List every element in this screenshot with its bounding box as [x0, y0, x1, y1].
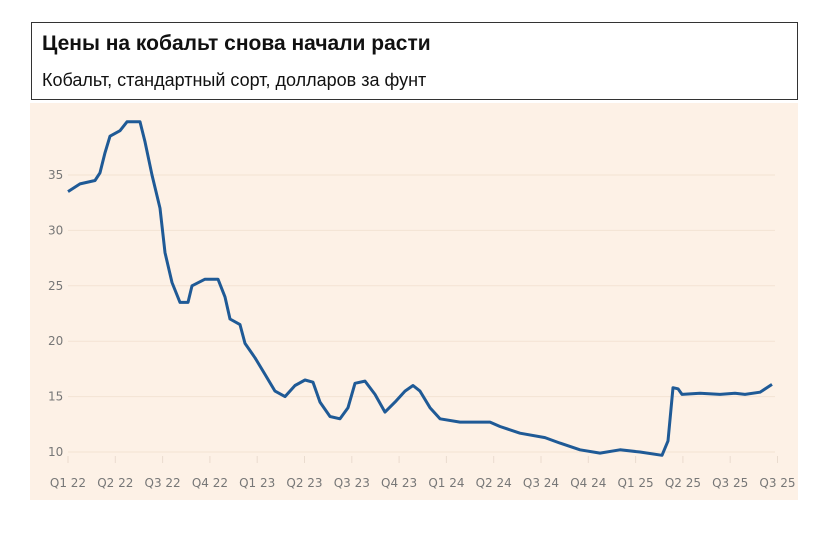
chart-subtitle: Кобальт, стандартный сорт, долларов за ф… — [42, 70, 427, 90]
y-tick-label: 15 — [48, 390, 63, 404]
x-tick-label: Q1 22 — [50, 476, 86, 490]
y-tick-label: 10 — [48, 445, 63, 459]
series-line — [67, 120, 773, 457]
y-tick-label: 20 — [48, 334, 63, 348]
y-axis: 10 15 20 25 30 35 — [48, 168, 63, 459]
x-tick-label: Q3 25 — [712, 476, 748, 490]
y-tick-label: 35 — [48, 168, 63, 182]
x-tick-label: Q1 25 — [618, 476, 654, 490]
x-tick-label: Q4 23 — [381, 476, 417, 490]
x-tick-label: Q2 22 — [97, 476, 133, 490]
plot-background — [30, 103, 798, 500]
x-tick-label: Q3 23 — [334, 476, 370, 490]
chart-header: Цены на кобальт снова начали расти Кобал… — [31, 22, 798, 100]
line-chart: 10 15 20 25 30 35 Q1 22 Q2 22 Q3 22 Q4 22 Q1 23 Q2… — [30, 103, 798, 500]
x-axis: Q1 22 Q2 22 Q3 22 Q4 22 Q1 23 Q2 23 Q3 23 Q4 23… — [50, 456, 796, 490]
x-tick-label: Q3 24 — [523, 476, 559, 490]
x-tick-label: Q1 24 — [428, 476, 464, 490]
x-tick-label: Q4 22 — [192, 476, 228, 490]
x-tick-label: Q4 24 — [570, 476, 606, 490]
x-tick-label: Q3 22 — [145, 476, 181, 490]
x-tick-label: Q1 23 — [239, 476, 275, 490]
x-tick-label: Q2 24 — [476, 476, 512, 490]
y-tick-label: 30 — [48, 223, 63, 237]
y-tick-label: 25 — [48, 279, 63, 293]
x-tick-label: Q2 25 — [665, 476, 701, 490]
x-tick-label: Q3 25 — [759, 476, 795, 490]
gridlines — [68, 174, 775, 453]
x-tick-label: Q2 23 — [286, 476, 322, 490]
chart-title: Цены на кобальт снова начали расти — [42, 32, 431, 55]
